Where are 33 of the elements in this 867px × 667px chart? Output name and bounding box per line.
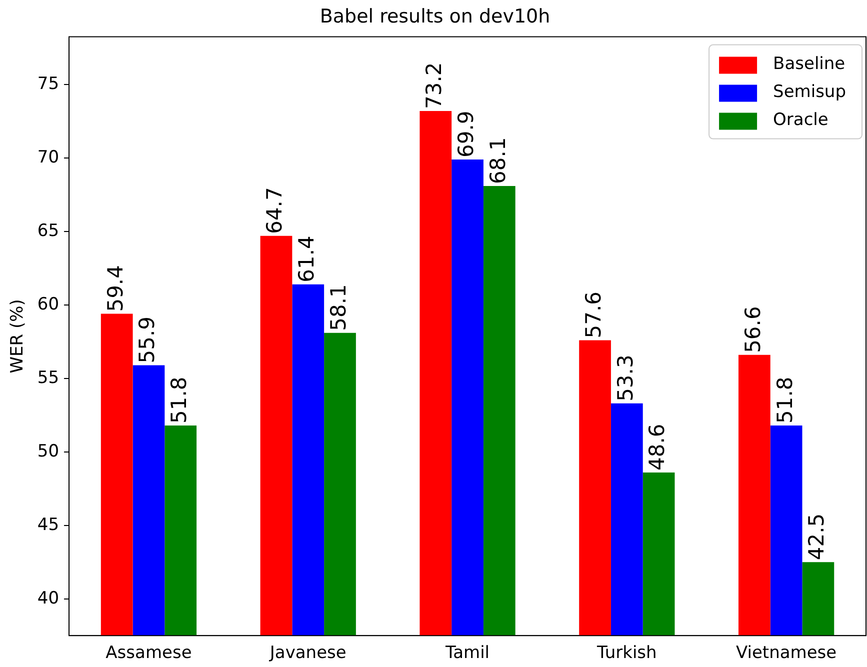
data-label: 55.9 [135,316,160,364]
data-label: 48.6 [645,424,670,470]
data-label: 42.5 [804,513,829,560]
x-tick-label: Turkish [596,643,657,664]
data-label: 59.4 [103,265,128,312]
y-tick-label: 45 [37,514,60,535]
y-tick-label: 50 [37,441,60,462]
y-tick-label: 55 [37,368,60,388]
data-label: 56.6 [740,306,765,353]
data-label: 51.8 [772,376,797,424]
y-tick-label: 75 [37,74,60,94]
legend-label: Semisup [773,82,846,102]
x-tick-label: Tamil [444,643,490,664]
data-label: 64.7 [262,187,287,234]
y-tick-label: 70 [37,147,60,168]
y-tick-label: 60 [37,294,60,314]
y-axis-title: WER (%) [8,299,28,374]
y-tick-label: 65 [37,220,60,241]
data-label: 68.1 [486,137,510,184]
chart-title: Babel results on dev10h [320,5,550,28]
data-label: 57.6 [581,291,606,338]
data-label: 61.4 [294,236,319,282]
data-label: 73.2 [422,62,446,110]
x-tick-label: Vietnamese [736,643,837,664]
legend-label: Oracle [773,110,828,130]
x-tick-label: Assamese [106,643,192,664]
data-label: 69.9 [454,110,478,158]
y-tick-label: 40 [37,588,60,608]
data-label: 53.3 [613,354,638,402]
legend-label: Baseline [773,54,846,74]
data-label: 51.8 [167,376,192,424]
data-label: 58.1 [326,284,350,331]
x-tick-label: Javanese [268,643,346,664]
